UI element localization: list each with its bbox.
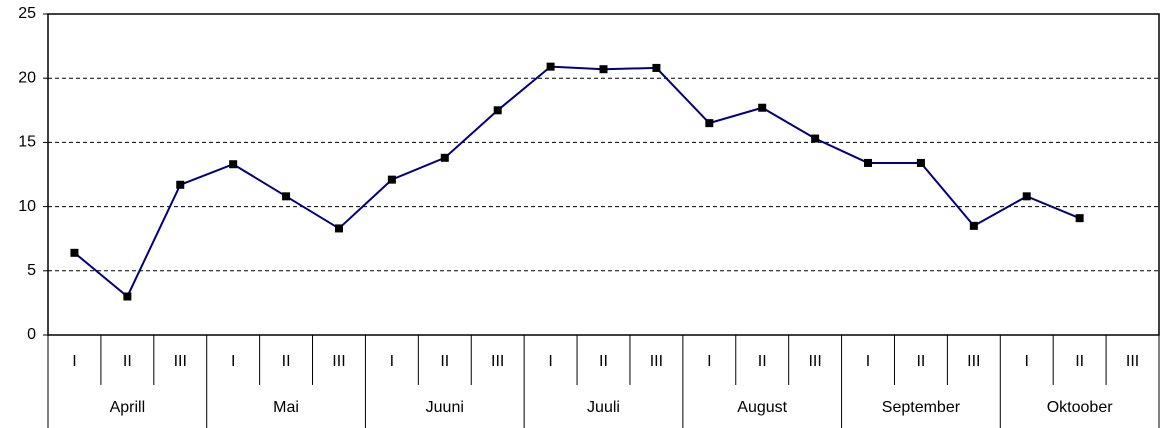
data-point <box>334 224 343 233</box>
data-point <box>229 160 238 169</box>
data-point <box>599 65 608 74</box>
x-tick-label: I <box>1025 353 1029 370</box>
data-point <box>916 158 925 167</box>
y-tick-label: 15 <box>18 134 36 151</box>
data-point <box>546 62 555 71</box>
data-point <box>969 221 978 230</box>
data-point <box>1022 192 1031 201</box>
y-tick-label: 5 <box>27 262 36 279</box>
x-tick-label: II <box>440 353 449 370</box>
x-group-label: September <box>882 399 961 416</box>
x-tick-label: III <box>332 353 345 370</box>
x-tick-label: II <box>282 353 291 370</box>
x-group-label: Oktoober <box>1047 399 1113 416</box>
data-point <box>1075 214 1084 223</box>
data-point <box>70 248 79 257</box>
data-point <box>652 63 661 72</box>
x-tick-label: III <box>491 353 504 370</box>
x-tick-label: I <box>231 353 235 370</box>
x-tick-label: I <box>707 353 711 370</box>
plot-frame <box>47 13 1160 336</box>
x-group-label: Aprill <box>110 399 146 416</box>
x-tick-label: I <box>548 353 552 370</box>
data-point <box>705 119 714 128</box>
x-group-label: Juuni <box>426 399 464 416</box>
data-point <box>811 134 820 143</box>
x-group-label: Juuli <box>587 399 620 416</box>
x-tick-label: II <box>916 353 925 370</box>
x-tick-label: II <box>758 353 767 370</box>
x-tick-label: III <box>808 353 821 370</box>
y-tick-label: 20 <box>18 69 36 86</box>
x-group-label: Mai <box>273 399 299 416</box>
x-tick-label: I <box>866 353 870 370</box>
x-tick-label: III <box>650 353 663 370</box>
x-tick-label: II <box>599 353 608 370</box>
data-point <box>493 106 502 115</box>
data-point <box>123 292 132 301</box>
x-tick-label: II <box>123 353 132 370</box>
y-tick-label: 0 <box>27 326 36 343</box>
x-tick-label: I <box>72 353 76 370</box>
x-tick-label: III <box>174 353 187 370</box>
x-tick-label: I <box>390 353 394 370</box>
y-tick-label: 25 <box>18 5 36 22</box>
x-tick-label: III <box>1126 353 1139 370</box>
data-point <box>176 180 185 189</box>
data-point <box>864 158 873 167</box>
x-tick-label: II <box>1075 353 1084 370</box>
x-group-label: August <box>737 399 787 416</box>
series-line <box>73 65 1081 299</box>
data-point <box>387 175 396 184</box>
y-tick-label: 10 <box>18 198 36 215</box>
data-point <box>440 153 449 162</box>
data-point <box>282 192 291 201</box>
x-tick-label: III <box>967 353 980 370</box>
data-point <box>758 103 767 112</box>
